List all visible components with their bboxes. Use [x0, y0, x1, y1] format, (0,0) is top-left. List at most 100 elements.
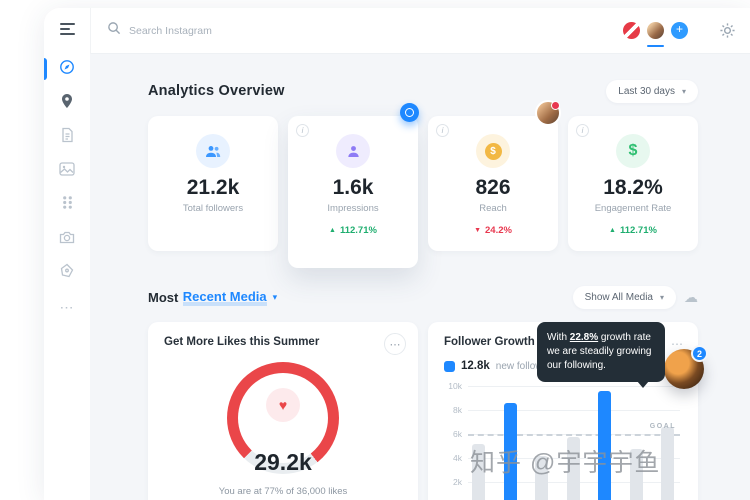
bar[interactable]	[661, 427, 674, 500]
card-title: Get More Likes this Summer	[164, 336, 320, 348]
sidebar-item-camera[interactable]	[44, 222, 90, 256]
image-icon	[59, 161, 75, 181]
likes-caption: You are at 77% of 36,000 likes	[218, 486, 348, 497]
follower-growth-chart: 10k 8k 6k 4k 2k GOAL	[444, 380, 682, 500]
info-icon[interactable]: i	[436, 124, 449, 137]
likes-goal-card: Get More Likes this Summer ⋯ ♥ 29.2k You…	[148, 322, 418, 500]
up-arrow-icon: ▲	[609, 227, 616, 234]
y-tick-label: 6k	[453, 429, 462, 439]
pin-icon	[60, 93, 74, 114]
active-account-indicator	[647, 45, 664, 47]
tooltip-highlight: 22.8%	[569, 332, 599, 343]
sidebar-item-location[interactable]	[44, 86, 90, 120]
account-avatar-active[interactable]	[647, 22, 664, 47]
legend-label: new followers	[495, 360, 557, 372]
cloud-download-icon[interactable]: ☁	[684, 288, 698, 305]
section-title-plain: Most	[148, 289, 179, 305]
chart-bars	[472, 386, 674, 500]
stat-label: Reach	[479, 203, 507, 214]
media-section-header: Most Recent Media ▾ Show All Media ▾ ☁	[148, 285, 698, 309]
search-input[interactable]	[129, 24, 279, 37]
stat-label: Engagement Rate	[594, 203, 672, 214]
gridline	[468, 386, 680, 387]
card-menu-button[interactable]: ⋯	[671, 336, 684, 351]
stat-value: 826	[475, 176, 511, 199]
stat-value: 21.2k	[186, 176, 240, 199]
page-title: Analytics Overview	[148, 83, 285, 99]
likes-gauge: ♥ 29.2k	[227, 362, 339, 475]
sidebar-item-more[interactable]: ⋯	[44, 290, 90, 324]
sidebar: ⋯	[44, 8, 90, 500]
bar[interactable]	[503, 403, 517, 500]
info-icon[interactable]: i	[296, 124, 309, 137]
stat-card-engagement[interactable]: i $ 18.2% Engagement Rate ▲ 112.71%	[568, 116, 698, 251]
y-tick-label: 10k	[448, 381, 462, 391]
info-icon[interactable]: i	[576, 124, 589, 137]
y-tick-label: 2k	[453, 477, 462, 487]
menu-icon[interactable]	[59, 23, 75, 38]
app-window: ⋯ + Analytics Overview Last 30	[44, 8, 750, 500]
trend-value: 112.71%	[619, 225, 657, 236]
stat-label: Total followers	[182, 203, 244, 214]
chevron-down-icon[interactable]: ▾	[272, 291, 278, 302]
compass-icon	[59, 59, 75, 80]
camera-icon	[59, 230, 75, 249]
bar[interactable]	[535, 456, 548, 500]
media-filter-dropdown[interactable]: Show All Media ▾	[572, 285, 676, 309]
sidebar-item-media[interactable]	[44, 154, 90, 188]
trend-down: ▼ 24.2%	[474, 225, 512, 236]
stat-card-reach[interactable]: i $ 826 Reach ▼ 24.2%	[428, 116, 558, 251]
dollar-icon: $	[616, 134, 650, 168]
coin-icon: $	[476, 134, 510, 168]
tooltip-text: With	[547, 332, 570, 343]
trend-value: 112.71%	[339, 225, 377, 236]
chart-legend: 12.8k new followers	[444, 360, 682, 372]
account-avatar-brand[interactable]	[623, 22, 640, 39]
bar[interactable]	[566, 437, 580, 500]
stat-label: Impressions	[327, 203, 379, 214]
notification-avatar[interactable]	[535, 100, 561, 126]
search-icon	[107, 21, 121, 40]
ellipsis-icon: ⋯	[59, 298, 75, 315]
growth-tooltip: With 22.8% growth rate we are steadily g…	[537, 322, 665, 388]
topbar-right: +	[623, 22, 736, 47]
document-icon	[60, 127, 74, 148]
sidebar-item-posts[interactable]	[44, 120, 90, 154]
gridline	[468, 410, 680, 411]
card-pin-badge[interactable]	[400, 103, 419, 122]
stat-value: 18.2%	[603, 176, 663, 199]
card-title: Follower Growth	[444, 336, 535, 348]
period-dropdown[interactable]: Last 30 days ▾	[606, 79, 698, 103]
sidebar-item-analytics[interactable]	[44, 52, 90, 86]
legend-swatch	[444, 360, 455, 372]
main-content: Analytics Overview Last 30 days ▾ 21.2k …	[90, 54, 750, 500]
y-tick-label: 4k	[453, 453, 462, 463]
avatar	[647, 22, 664, 39]
card-menu-button[interactable]: ⋯	[384, 333, 406, 355]
bar[interactable]	[598, 391, 611, 500]
assistant-avatar[interactable]: 2	[664, 345, 708, 389]
chevron-down-icon: ▾	[681, 86, 686, 96]
grid-dots-icon	[61, 195, 74, 215]
goal-label: GOAL	[649, 423, 676, 430]
sidebar-item-editor[interactable]	[44, 256, 90, 290]
stat-value: 1.6k	[332, 176, 374, 199]
likes-value: 29.2k	[254, 449, 312, 475]
trend-up: ▲ 112.71%	[329, 225, 377, 236]
bar[interactable]	[629, 449, 643, 500]
chevron-down-icon: ▾	[659, 292, 664, 302]
stat-card-impressions[interactable]: i 1.6k Impressions ▲ 112.71%	[288, 116, 418, 268]
add-account-button[interactable]: +	[671, 22, 688, 39]
pen-icon	[60, 263, 74, 283]
impressions-icon	[336, 134, 370, 168]
watermark: 知乎 @宇宇宇鱼	[470, 449, 661, 477]
sidebar-item-apps[interactable]	[44, 188, 90, 222]
settings-gear-icon[interactable]	[719, 22, 736, 39]
y-tick-label: 8k	[453, 405, 462, 415]
up-arrow-icon: ▲	[329, 227, 336, 234]
goal-line	[468, 434, 680, 436]
bar[interactable]	[472, 444, 485, 500]
search-box	[107, 21, 279, 40]
stat-card-followers[interactable]: 21.2k Total followers	[148, 116, 278, 251]
stats-row: 21.2k Total followers i 1.6k Impressions…	[148, 116, 698, 268]
